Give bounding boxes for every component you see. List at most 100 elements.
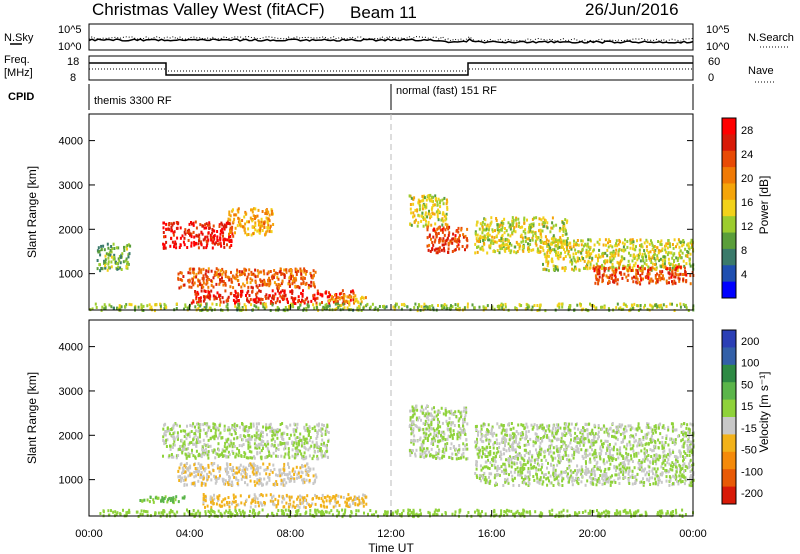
power-cell: [172, 221, 175, 225]
velocity-cell: [369, 509, 372, 512]
power-cell: [172, 233, 175, 237]
velocity-cell: [455, 447, 457, 451]
power-cell: [275, 283, 278, 287]
velocity-cell: [300, 438, 303, 442]
velocity-cell: [282, 505, 285, 509]
velocity-cell: [213, 497, 216, 501]
velocity-cell: [193, 442, 195, 446]
power-cell: [360, 300, 363, 304]
velocity-cell: [634, 510, 637, 514]
velocity-cell: [409, 416, 412, 420]
power-cell: [99, 253, 102, 257]
power-cell: [413, 220, 416, 224]
power-cell: [648, 281, 651, 285]
velocity-cell: [260, 430, 263, 434]
power-cell: [119, 266, 122, 270]
velocity-cell: [329, 498, 332, 502]
power-cell: [596, 264, 599, 268]
power-cell: [357, 304, 360, 308]
power-cell: [243, 284, 246, 288]
velocity-cell: [396, 509, 399, 513]
power-cell: [412, 202, 415, 206]
power-cell: [193, 275, 196, 279]
velocity-cell: [439, 439, 442, 443]
power-cell: [343, 294, 346, 298]
power-cell: [633, 275, 635, 279]
velocity-cell: [207, 450, 210, 454]
velocity-cell: [432, 443, 435, 446]
velocity-cell: [285, 473, 288, 477]
velocity-cell: [185, 476, 188, 480]
power-cell: [202, 267, 205, 271]
power-cell: [479, 247, 482, 251]
velocity-cell: [292, 428, 295, 432]
velocity-cell: [342, 513, 345, 517]
velocity-cell: [200, 466, 202, 470]
power-cell: [267, 271, 270, 275]
power-cell: [458, 247, 461, 251]
velocity-cell: [457, 433, 460, 437]
power-cell: [500, 304, 502, 307]
power-cell: [481, 231, 484, 235]
velocity-cell: [462, 442, 465, 446]
velocity-cell: [280, 454, 283, 458]
velocity-cell: [271, 434, 274, 438]
power-cell: [577, 243, 580, 247]
power-cell: [641, 245, 644, 249]
power-cell: [598, 271, 601, 275]
velocity-cell: [269, 469, 272, 473]
velocity-cell: [275, 504, 278, 508]
power-cell: [352, 295, 355, 299]
power-cell: [524, 231, 527, 235]
velocity-cell: [294, 470, 297, 474]
velocity-cell: [202, 476, 205, 480]
power-cell: [96, 259, 99, 262]
power-cell: [271, 296, 274, 300]
power-cell: [192, 300, 195, 304]
power-cell: [204, 235, 207, 239]
power-cell: [635, 268, 638, 272]
power-cell: [337, 306, 340, 309]
velocity-cell: [168, 496, 171, 500]
power-cell: [560, 251, 562, 255]
power-cell: [228, 240, 231, 243]
velocity-cell: [449, 411, 452, 415]
velocity-cell: [209, 437, 212, 441]
power-cell: [255, 292, 258, 296]
velocity-cell: [329, 501, 332, 505]
velocity-cell: [293, 422, 296, 426]
power-cell: [640, 244, 643, 248]
power-cell: [400, 303, 403, 307]
power-cell: [205, 304, 208, 308]
velocity-cell: [433, 410, 436, 414]
power-cell: [669, 267, 672, 270]
power-cell: [146, 304, 149, 308]
power-cell: [193, 243, 196, 247]
power-cell: [687, 242, 690, 246]
velocity-cell: [227, 503, 230, 507]
power-cell: [616, 244, 619, 248]
velocity-cell: [584, 509, 587, 513]
power-cell: [228, 276, 231, 280]
velocity-cell: [219, 504, 222, 508]
velocity-cell: [291, 454, 294, 458]
velocity-cell: [321, 499, 324, 503]
velocity-cell: [204, 505, 206, 509]
velocity-cell: [192, 438, 195, 442]
power-cell: [207, 296, 210, 300]
power-cell: [221, 272, 224, 276]
velocity-cell: [674, 508, 677, 512]
velocity-cell: [247, 456, 250, 460]
velocity-cell: [253, 456, 256, 460]
power-cell: [604, 238, 607, 242]
power-cell: [437, 218, 440, 222]
velocity-cell: [248, 449, 251, 453]
velocity-cell: [447, 428, 450, 432]
power-cell: [274, 292, 277, 296]
power-cell: [515, 222, 518, 226]
velocity-cell: [173, 439, 176, 443]
velocity-cell: [165, 438, 168, 442]
velocity-cell: [319, 447, 322, 450]
power-cell: [236, 275, 239, 278]
velocity-cell: [226, 501, 228, 504]
